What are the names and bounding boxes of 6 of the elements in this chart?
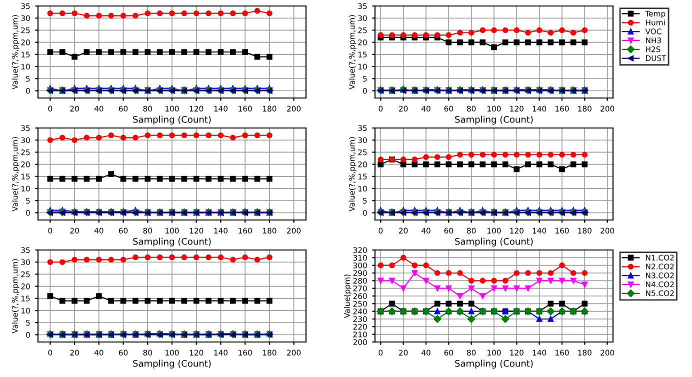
x-axis-title: Sampling (Count) (133, 116, 211, 125)
x-axis-title: Sampling (Count) (455, 116, 533, 125)
x-axis-title: Sampling (Count) (133, 238, 211, 247)
x-axis-title: Sampling (Count) (133, 360, 211, 369)
x-axis-title: Sampling (Count) (455, 360, 533, 369)
x-axis-title: Sampling (Count) (455, 238, 533, 247)
